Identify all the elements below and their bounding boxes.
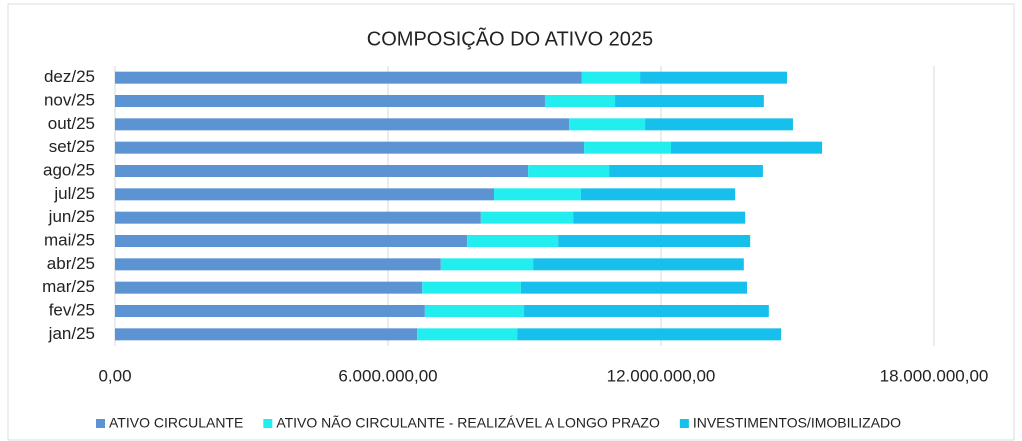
y-tick-label: fev/25 xyxy=(49,300,95,319)
x-tick-label: 18.000.000,00 xyxy=(880,366,989,385)
y-tick-label: abr/25 xyxy=(47,254,95,273)
bar-segment xyxy=(115,258,441,271)
x-tick-label: 6.000.000,00 xyxy=(338,366,437,385)
y-tick-label: mai/25 xyxy=(44,230,95,249)
bar-segment xyxy=(520,281,747,294)
y-tick-label: ago/25 xyxy=(43,160,95,179)
bar-segment xyxy=(640,71,788,84)
bar-segment xyxy=(524,305,769,317)
bar-segment xyxy=(533,258,744,271)
legend-swatch xyxy=(263,419,273,428)
bar-segment xyxy=(115,118,570,131)
y-tick-label: jun/25 xyxy=(48,207,95,226)
bar-segment xyxy=(115,71,582,84)
x-tick-label: 0,00 xyxy=(98,366,131,385)
bar-segment xyxy=(480,211,574,224)
bar-segment xyxy=(615,95,764,107)
bar-segment xyxy=(645,118,793,131)
bar-segment xyxy=(424,305,525,317)
bar-segment xyxy=(115,165,529,177)
legend-label: ATIVO NÃO CIRCULANTE - REALIZÁVEL A LONG… xyxy=(276,415,660,431)
x-tick-label: 12.000.000,00 xyxy=(607,366,716,385)
y-tick-label: out/25 xyxy=(48,114,95,133)
bar-segment xyxy=(467,235,559,247)
bar-segment xyxy=(115,188,495,201)
bar-segment xyxy=(115,281,423,294)
legend-label: ATIVO CIRCULANTE xyxy=(109,415,243,431)
bar-segment xyxy=(580,188,736,201)
y-tick-label: nov/25 xyxy=(44,90,95,109)
bar-segment xyxy=(115,305,425,317)
bar-segment xyxy=(494,188,581,201)
legend-label: INVESTIMENTOS/IMOBILIZADO xyxy=(693,415,901,431)
y-tick-label: mar/25 xyxy=(42,277,95,296)
bar-segment xyxy=(584,141,672,154)
legend-swatch xyxy=(679,419,689,428)
bar-segment xyxy=(528,165,610,177)
bar-segment xyxy=(115,95,545,107)
bar-segment xyxy=(115,211,481,224)
bar-segment xyxy=(671,141,823,154)
bar-segment xyxy=(544,95,616,107)
y-tick-label: jul/25 xyxy=(53,184,95,203)
bar-segment xyxy=(609,165,763,177)
bar-segment xyxy=(422,281,521,294)
bar-segment xyxy=(569,118,646,131)
bar-segment xyxy=(440,258,534,271)
bar-segment xyxy=(115,235,468,247)
bar-segment xyxy=(558,235,751,247)
bar-segment xyxy=(115,141,585,154)
y-tick-label: jan/25 xyxy=(48,324,95,343)
y-tick-label: dez/25 xyxy=(44,67,95,86)
chart-title: COMPOSIÇÃO DO ATIVO 2025 xyxy=(367,26,653,50)
y-tick-label: set/25 xyxy=(49,137,95,156)
bar-segment xyxy=(573,211,746,224)
legend-swatch xyxy=(96,419,105,428)
bar-segment xyxy=(115,328,418,341)
bar-segment xyxy=(581,71,641,84)
bar-segment xyxy=(417,328,518,341)
bar-segment xyxy=(517,328,782,341)
